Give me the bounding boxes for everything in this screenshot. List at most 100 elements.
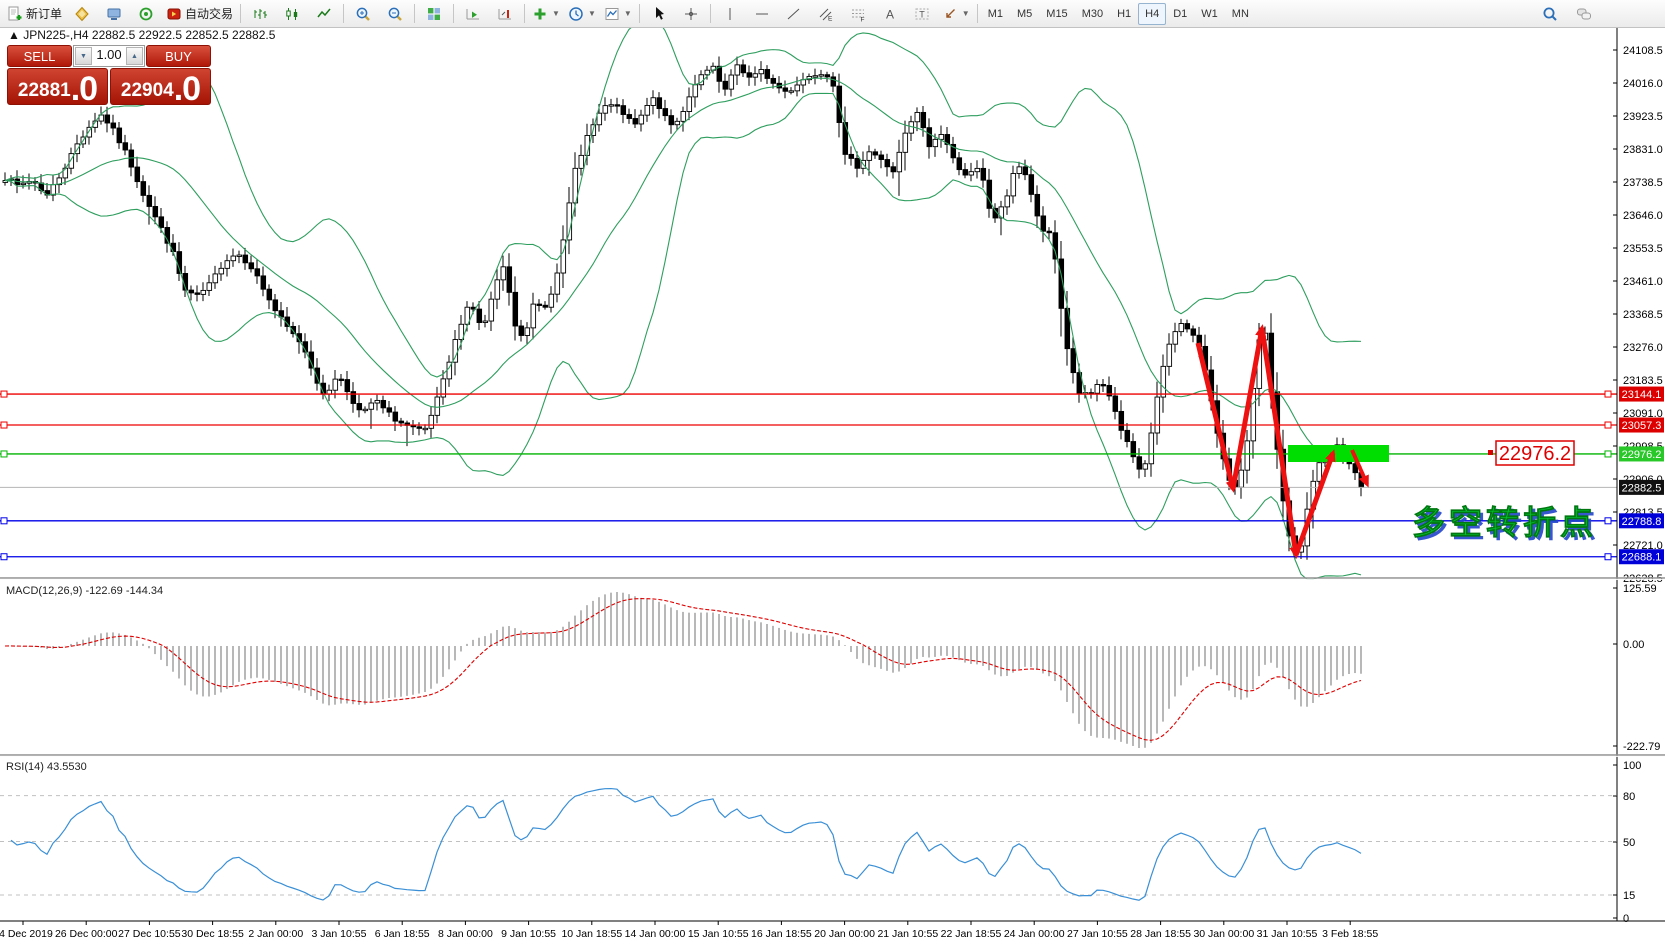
- new-order-button[interactable]: 新订单: [3, 1, 66, 27]
- tile-windows-button[interactable]: [418, 1, 450, 27]
- fibonacci-button[interactable]: F: [842, 1, 874, 27]
- indicators-button[interactable]: ▼: [528, 1, 564, 27]
- channel-button[interactable]: E: [810, 1, 842, 27]
- zoom-in-button[interactable]: [347, 1, 379, 27]
- label-anchor-handle[interactable]: [1488, 450, 1493, 455]
- price-label-box[interactable]: [1495, 440, 1575, 466]
- timeframe-button-mn[interactable]: MN: [1231, 7, 1249, 20]
- terminal-icon: [106, 6, 122, 22]
- time-tick-label: 24 Dec 2019: [0, 928, 53, 940]
- rsi-tick-label: 80: [1623, 791, 1635, 803]
- timeframe-button-m30[interactable]: M30: [1081, 7, 1104, 20]
- time-tick-label: 16 Jan 18:55: [751, 928, 812, 940]
- line-chart-button[interactable]: [308, 1, 340, 27]
- timeframe-button-m15[interactable]: M15: [1046, 7, 1068, 20]
- line-handle[interactable]: [1604, 390, 1612, 398]
- text-label-button[interactable]: T: [906, 1, 938, 27]
- market-watch-button[interactable]: [66, 1, 98, 27]
- timeframe-button-h1[interactable]: H1: [1117, 7, 1132, 20]
- line-handle[interactable]: [0, 390, 8, 398]
- auto-scroll-button[interactable]: [457, 1, 489, 27]
- trend-zigzag-annotation[interactable]: [1195, 324, 1369, 559]
- macd-label: MACD(12,26,9) -122.69 -144.34: [6, 585, 163, 597]
- rsi-pane: RSI(14) 43.5530 100 80 50 15 0: [0, 760, 1641, 925]
- price-badge-label: 22688.1: [1622, 552, 1662, 564]
- bar-chart-icon: [252, 6, 268, 22]
- templates-button[interactable]: ▼: [600, 1, 636, 27]
- timeframe-button-h4[interactable]: H4: [1138, 2, 1167, 25]
- time-tick-label: 27 Jan 10:55: [1067, 928, 1128, 940]
- toolbar-separator: [453, 4, 455, 23]
- search-button[interactable]: [1534, 1, 1566, 27]
- text-label-icon: T: [914, 6, 930, 22]
- toolbar-separator: [524, 4, 526, 23]
- vertical-line-button[interactable]: [714, 1, 746, 27]
- horizontal-line-button[interactable]: [746, 1, 778, 27]
- green-zone-rect[interactable]: [1288, 445, 1389, 462]
- sell-price-int: 22881: [17, 80, 71, 101]
- sell-price[interactable]: 22881.0: [7, 68, 108, 108]
- chevron-down-icon[interactable]: ▼: [623, 9, 632, 18]
- volume-down-button[interactable]: ▼: [75, 47, 92, 65]
- text-icon: A: [882, 6, 898, 22]
- buy-price[interactable]: 22904.0: [110, 68, 211, 106]
- line-handle[interactable]: [0, 421, 8, 429]
- small-arrow-annotation[interactable]: [1350, 449, 1369, 488]
- toolbar-separator: [343, 4, 345, 23]
- timeframe-button-w1[interactable]: W1: [1201, 7, 1218, 20]
- rsi-tick-label: 0: [1623, 913, 1629, 925]
- price-tick-label: 23276.0: [1623, 342, 1663, 354]
- line-handle[interactable]: [1604, 553, 1612, 561]
- candlestick-chart-button[interactable]: [276, 1, 308, 27]
- chevron-down-icon[interactable]: ▼: [587, 9, 596, 18]
- cursor-button[interactable]: [643, 1, 675, 27]
- price-badge: [1619, 549, 1664, 565]
- timeframe-button-m5[interactable]: M5: [1017, 7, 1033, 20]
- chevron-down-icon[interactable]: ▼: [961, 9, 970, 18]
- line-handle[interactable]: [1604, 421, 1612, 429]
- periods-button[interactable]: ▼: [564, 1, 600, 27]
- crosshair-button[interactable]: [675, 1, 707, 27]
- line-handle[interactable]: [0, 553, 8, 561]
- search-icon: [1542, 6, 1558, 22]
- price-tick-label: 23461.0: [1623, 276, 1663, 288]
- volume-value[interactable]: 1.00: [96, 47, 122, 62]
- text-button[interactable]: A: [874, 1, 906, 27]
- chevron-down-icon[interactable]: ▼: [552, 9, 560, 18]
- macd-tick-label: 0.00: [1623, 639, 1644, 651]
- candlestick-series: [2, 56, 1365, 560]
- line-chart-icon: [316, 6, 332, 22]
- rsi-tick-label: 100: [1623, 760, 1641, 772]
- chart-shift-button[interactable]: [489, 1, 521, 27]
- price-badge-label: 22882.5: [1622, 482, 1662, 494]
- price-label-text: 22976.2: [1499, 443, 1571, 465]
- time-tick-label: 3 Feb 18:55: [1322, 928, 1378, 940]
- volume-up-button[interactable]: ▲: [126, 47, 143, 65]
- line-handle[interactable]: [0, 450, 8, 458]
- chart-region: 22976.2 多空转折点 多空转折点 ▲ JPN225-,H4 22882.5 22…: [0, 28, 1665, 945]
- timeframe-button-d1[interactable]: D1: [1173, 7, 1188, 20]
- annotation-text-cn[interactable]: 多空转折点: [1412, 504, 1597, 542]
- auto-trading-button[interactable]: 自动交易: [162, 1, 237, 27]
- trendline-button[interactable]: [778, 1, 810, 27]
- line-handle[interactable]: [1604, 450, 1612, 458]
- time-tick-label: 21 Jan 10:55: [877, 928, 938, 940]
- sell-price-dec: .0: [70, 70, 98, 108]
- terminal-button[interactable]: [98, 1, 130, 27]
- timeframe-button-m1[interactable]: M1: [987, 7, 1003, 20]
- line-handle[interactable]: [1604, 517, 1612, 525]
- chat-button[interactable]: [1568, 1, 1600, 27]
- templates-icon: [604, 6, 620, 22]
- price-tick-label: 24108.5: [1623, 45, 1663, 57]
- buy-button[interactable]: BUY: [146, 45, 211, 67]
- bar-chart-button[interactable]: [244, 1, 276, 27]
- sell-button[interactable]: SELL: [7, 45, 72, 67]
- price-axis[interactable]: 24108.5 24016.0 23923.5 23831.0 23738.5 23646…: [1613, 28, 1664, 921]
- zoom-out-button[interactable]: [379, 1, 411, 27]
- shapes-button[interactable]: ▼: [938, 1, 974, 27]
- strategy-tester-button[interactable]: [130, 1, 162, 27]
- line-handle[interactable]: [0, 517, 8, 525]
- toolbar-separator: [709, 4, 711, 23]
